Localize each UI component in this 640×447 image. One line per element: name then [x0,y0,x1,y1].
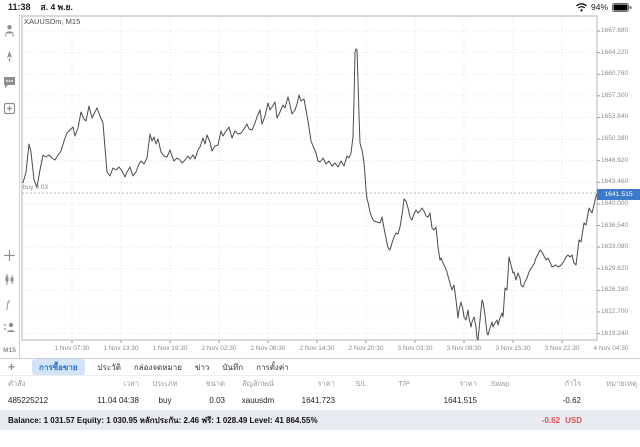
position-row[interactable]: 485225212 11.04 04:38 buy 0.03 xauusdm 1… [0,391,640,410]
position-symbol: xauusdm [241,396,275,405]
time-axis-label: 3 Nov 09:30 [446,345,482,352]
tab-journal[interactable]: บันทึก [222,362,244,372]
status-bar: 11:38 ส. 4 พ.ย. 94% [0,0,640,14]
time-axis-label: 2 Nov 08:30 [250,345,286,352]
position-order-id: 485225212 [8,396,49,405]
rocket-icon[interactable] [3,50,16,63]
time-axis-label: 1 Nov 19:30 [152,345,188,352]
position-current-price: 1641.515 [443,396,477,405]
time-axis-label: 2 Nov 02:30 [201,345,237,352]
col-profit: กำไร [564,378,581,388]
time-axis-label: 3 Nov 03:30 [397,345,433,352]
price-chart [21,15,600,343]
profit-currency: USD [565,415,582,425]
chat-icon[interactable] [3,76,16,89]
add-order-button[interactable]: + [8,360,16,374]
time-axis-label: 1 Nov 13:30 [103,345,139,352]
price-axis-label: 1633.080 [601,243,629,251]
col-symbol: สัญลักษณ์ [241,378,274,388]
table-header-row: คำสั่ง เวลา ประเภท ขนาด สัญลักษณ์ ราคา S… [0,376,640,391]
price-axis-label: 1650.380 [601,135,629,143]
svg-text:f: f [6,297,11,310]
position-open-price: 1641.723 [301,396,335,405]
price-axis-label: 1643.460 [601,178,629,186]
candlestick-icon[interactable] [3,273,16,286]
col-order: คำสั่ง [8,378,26,388]
chart-symbol-label: XAUUSDm, M15 [24,17,81,26]
price-line-series [22,48,598,341]
floating-profit: -0.62 [541,415,561,425]
time-axis-label: 3 Nov 15:30 [495,345,531,352]
position-swap [480,391,520,410]
battery-percent: 94% [590,2,608,12]
price-axis-label: 1622.700 [601,307,629,315]
time-axis-label: 2 Nov 14:30 [299,345,335,352]
objects-icon[interactable] [3,321,16,334]
tab-trade[interactable]: การซื้อขาย [32,359,85,375]
price-axis-label: 1640.000 [601,199,629,207]
col-swap: Swap [490,379,510,388]
position-tp [384,391,424,410]
current-price-tag: 1641.515 [597,188,640,200]
price-axis-label: 1626.160 [601,286,629,294]
price-axis-label: 1660.760 [601,70,629,78]
col-current-price: ราคา [459,378,477,388]
buy-position-label: buy 0.03 [23,184,48,192]
col-time: เวลา [123,378,139,388]
col-comment: หมายเหตุ [606,378,637,388]
price-axis-label: 1653.840 [601,113,629,121]
left-toolbar: f M15 [0,14,20,358]
positions-table: คำสั่ง เวลา ประเภท ขนาด สัญลักษณ์ ราคา S… [0,376,640,410]
new-order-icon[interactable] [3,102,16,115]
plot-frame [21,15,598,341]
time-axis-label: 4 Nov 04:30 [593,345,629,352]
account-summary-text: Balance: 1 031.57 Equity: 1 030.95 หลักป… [8,415,318,425]
indicators-icon[interactable]: f [3,297,16,310]
chart-region[interactable]: 1 Nov 07:30 1 Nov 13:30 1 Nov 19:30 2 Nov 0… [20,14,640,358]
col-volume: ขนาด [205,378,225,388]
position-comment [584,391,640,410]
clock: 11:38 [8,2,31,12]
price-axis-label: 1667.680 [601,27,629,34]
position-time: 11.04 04:38 [97,396,139,405]
time-axis-label: 3 Nov 22:30 [544,345,580,352]
timeframe-button[interactable]: M15 [3,347,16,354]
col-open-price: ราคา [317,378,335,388]
price-axis-label: 1629.620 [601,264,629,272]
battery-icon [612,2,632,12]
position-profit: -0.62 [562,396,581,405]
price-axis-label: 1657.300 [601,91,629,99]
col-sl: S/L [355,379,367,388]
tab-history[interactable]: ประวัติ [97,362,121,372]
tab-bar: + การซื้อขาย ประวัติ กล่องจดหมาย ข่าว บั… [0,359,640,376]
trade-account-icon[interactable] [3,24,16,37]
account-summary-bar: Balance: 1 031.57 Equity: 1 030.95 หลักป… [0,410,640,430]
col-type: ประเภท [152,378,178,388]
status-date: ส. 4 พ.ย. [40,2,73,12]
position-sl [338,391,384,410]
time-axis-label: 2 Nov 20:30 [348,345,384,352]
tab-mailbox[interactable]: กล่องจดหมาย [133,362,182,372]
price-axis-label: 1619.240 [601,329,629,337]
tab-news[interactable]: ข่าว [194,362,210,372]
position-volume: 0.03 [209,396,225,405]
time-axis-label: 1 Nov 07:30 [54,345,90,352]
wifi-icon [576,2,587,11]
tab-settings[interactable]: การตั้งค่า [256,362,289,372]
price-axis-label: 1636.540 [601,221,629,229]
col-tp: T/P [398,379,410,388]
price-axis-label: 1646.920 [601,156,629,164]
price-axis-label: 1664.220 [601,48,629,56]
position-type: buy [158,396,172,405]
crosshair-icon[interactable] [3,249,16,262]
bottom-dock: + การซื้อขาย ประวัติ กล่องจดหมาย ข่าว บั… [0,358,640,447]
